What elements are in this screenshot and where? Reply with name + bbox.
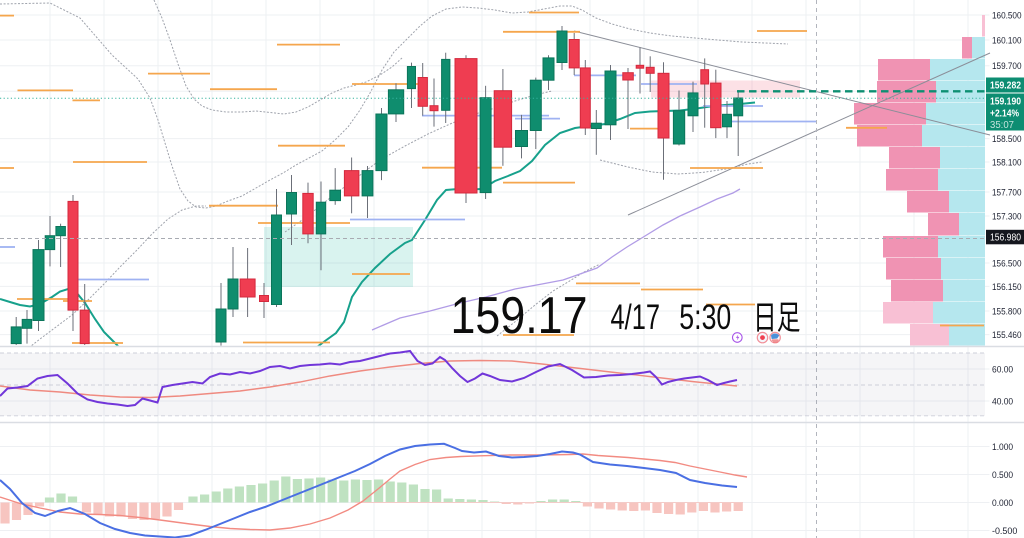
svg-text:158.500: 158.500: [992, 134, 1022, 145]
svg-text:160.500: 160.500: [992, 10, 1022, 21]
svg-text:5:30: 5:30: [679, 298, 731, 337]
svg-text:0.000: 0.000: [992, 498, 1013, 509]
svg-text:40.00: 40.00: [992, 396, 1013, 407]
svg-text:155.460: 155.460: [992, 330, 1022, 341]
svg-text:157.700: 157.700: [992, 187, 1022, 198]
svg-text:+2.14%: +2.14%: [990, 108, 1019, 119]
svg-text:-0.500: -0.500: [992, 526, 1017, 537]
svg-text:157.300: 157.300: [992, 211, 1022, 222]
svg-text:156.150: 156.150: [992, 282, 1022, 293]
svg-text:156.980: 156.980: [990, 232, 1021, 243]
svg-text:159.190: 159.190: [990, 96, 1021, 107]
svg-text:158.100: 158.100: [992, 157, 1022, 168]
svg-text:159.17: 159.17: [451, 287, 588, 345]
svg-text:156.500: 156.500: [992, 258, 1022, 269]
svg-text:159.282: 159.282: [990, 80, 1021, 91]
svg-text:160.100: 160.100: [992, 35, 1022, 46]
svg-text:60.00: 60.00: [992, 364, 1013, 375]
svg-text:159.700: 159.700: [992, 61, 1022, 72]
svg-text:155.800: 155.800: [992, 306, 1022, 317]
svg-text:日足: 日足: [753, 299, 801, 336]
svg-text:0.500: 0.500: [992, 470, 1013, 481]
svg-text:1.000: 1.000: [992, 442, 1013, 453]
svg-text:35:07: 35:07: [990, 120, 1014, 131]
svg-text:4/17: 4/17: [611, 298, 661, 337]
